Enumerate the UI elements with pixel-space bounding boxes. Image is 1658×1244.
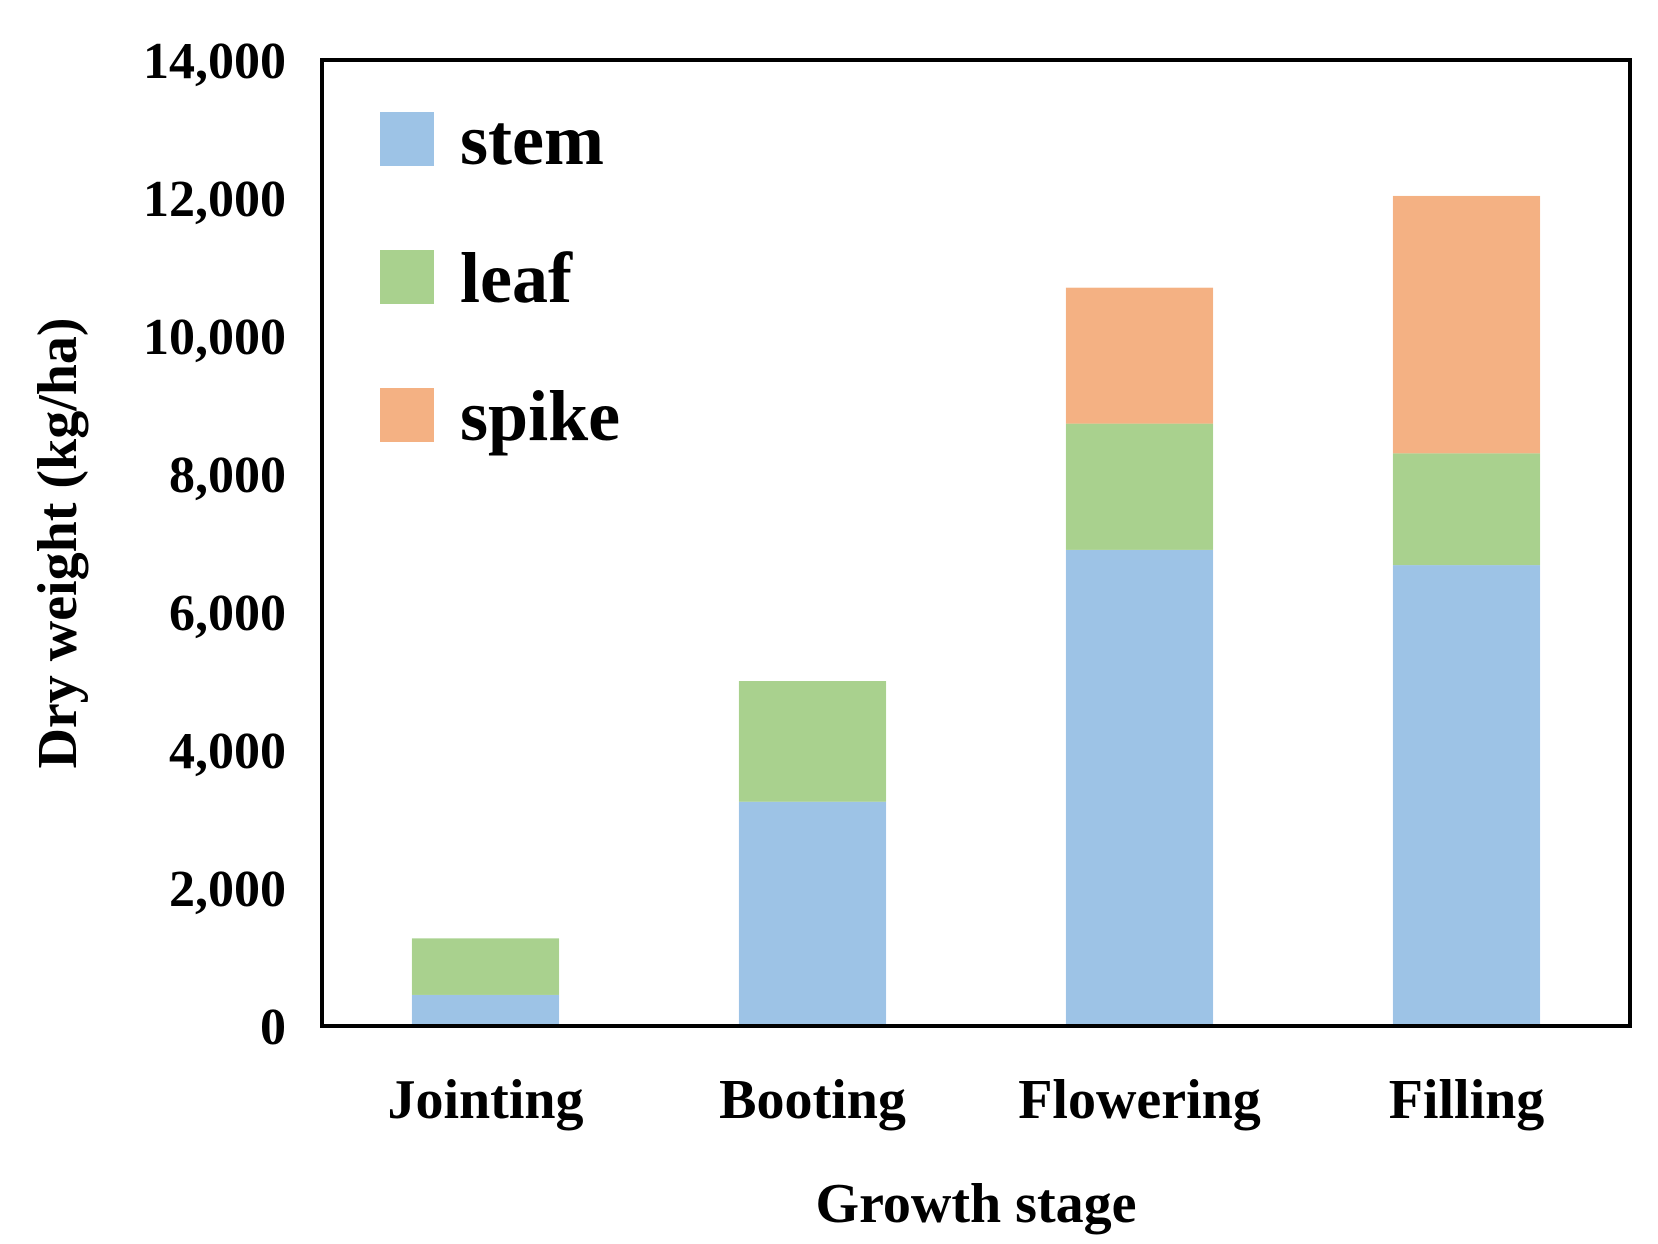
legend-label-leaf: leaf	[460, 238, 573, 318]
bar-jointing-leaf	[411, 938, 560, 995]
y-tick-label: 6,000	[169, 585, 286, 642]
x-axis-title: Growth stage	[816, 1173, 1137, 1235]
bar-filling-spike	[1392, 195, 1541, 454]
y-axis-title: Dry weight (kg/ha)	[27, 317, 89, 768]
bar-flowering-leaf	[1065, 423, 1214, 550]
x-category-label: Booting	[719, 1069, 906, 1131]
y-tick-labels: 0 2,000 4,000 6,000 8,000 10,000 12,000 14,000	[143, 33, 286, 1056]
legend-label-spike: spike	[460, 376, 620, 456]
bar-flowering-spike	[1065, 287, 1214, 424]
legend-swatch-stem	[380, 112, 434, 166]
y-tick-label: 4,000	[169, 723, 286, 780]
legend-swatch-leaf	[380, 250, 434, 304]
bar-flowering-stem	[1065, 549, 1214, 1026]
bar-booting-leaf	[738, 681, 887, 802]
x-category-label: Filling	[1389, 1069, 1545, 1131]
x-category-label: Flowering	[1018, 1069, 1261, 1131]
y-tick-label: 0	[260, 999, 286, 1056]
y-tick-label: 14,000	[143, 33, 286, 90]
y-tick-label: 8,000	[169, 447, 286, 504]
y-tick-label: 12,000	[143, 171, 286, 228]
bar-jointing-stem	[411, 994, 560, 1026]
bar-booting-stem	[738, 801, 887, 1026]
bars-layer	[411, 195, 1541, 1026]
y-tick-label: 2,000	[169, 861, 286, 918]
x-category-labels: Jointing Booting Flowering Filling	[387, 1069, 1544, 1131]
plot-frame	[320, 58, 1632, 1028]
legend: stem leaf spike	[380, 100, 620, 456]
x-category-label: Jointing	[387, 1069, 583, 1131]
legend-label-stem: stem	[460, 100, 604, 180]
y-tick-label: 10,000	[143, 309, 286, 366]
bar-filling-stem	[1392, 565, 1541, 1026]
legend-swatch-spike	[380, 388, 434, 442]
bar-filling-leaf	[1392, 453, 1541, 566]
